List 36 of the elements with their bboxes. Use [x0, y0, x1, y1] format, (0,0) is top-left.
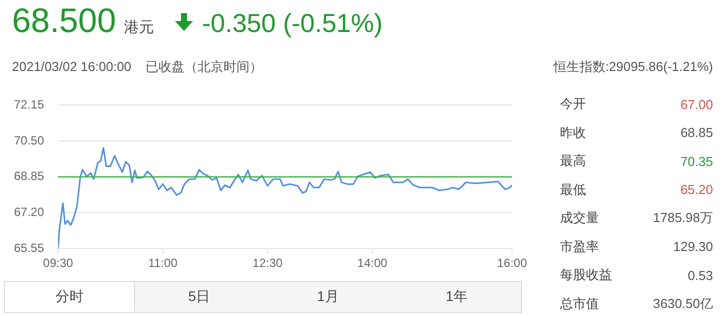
- x-tick-label: 11:00: [148, 256, 178, 270]
- y-tick-label: 72.15: [14, 98, 44, 112]
- text: 5日: [187, 287, 212, 306]
- text: 67.00: [680, 96, 713, 112]
- text: 每股收益: [560, 266, 612, 284]
- text: 港元: [124, 18, 154, 37]
- text: -0.350 (-0.51%): [202, 8, 383, 39]
- text: 65.20: [680, 182, 713, 198]
- text: 2021/03/02 16:00:00: [12, 59, 132, 74]
- text: 总市值: [560, 294, 599, 313]
- text: 68.500: [12, 2, 116, 41]
- text: 分时: [5, 282, 135, 312]
- text: 今开: [560, 95, 586, 114]
- text: 已收盘（北京时间）: [145, 59, 262, 74]
- text: 成交量: [560, 209, 599, 228]
- text: 市盈率: [560, 238, 599, 256]
- y-tick-label: 65.55: [14, 240, 44, 255]
- x-tick-label: 16:00: [496, 256, 528, 270]
- text: 68.85: [680, 125, 713, 140]
- text: 3630.50亿: [653, 294, 713, 313]
- text: 1年: [444, 287, 469, 306]
- text: 70.35: [680, 154, 713, 169]
- text: 最高: [560, 152, 586, 170]
- text: 最低: [560, 180, 586, 199]
- x-tick-label: 12:30: [252, 256, 283, 270]
- y-tick-label: 70.50: [14, 133, 44, 148]
- text: 昨收: [560, 124, 586, 142]
- y-tick-label: 68.85: [14, 169, 44, 184]
- x-tick-label: 09:30: [43, 256, 74, 270]
- text: 129.30: [673, 239, 713, 254]
- text: 1785.98万: [653, 209, 713, 228]
- y-tick-label: 67.20: [14, 205, 44, 220]
- text: 1月: [316, 287, 340, 306]
- text: 0.53: [688, 268, 713, 283]
- text: 恒生指数:29095.86(-1.21%): [553, 58, 713, 76]
- x-tick-label: 14:00: [357, 256, 388, 270]
